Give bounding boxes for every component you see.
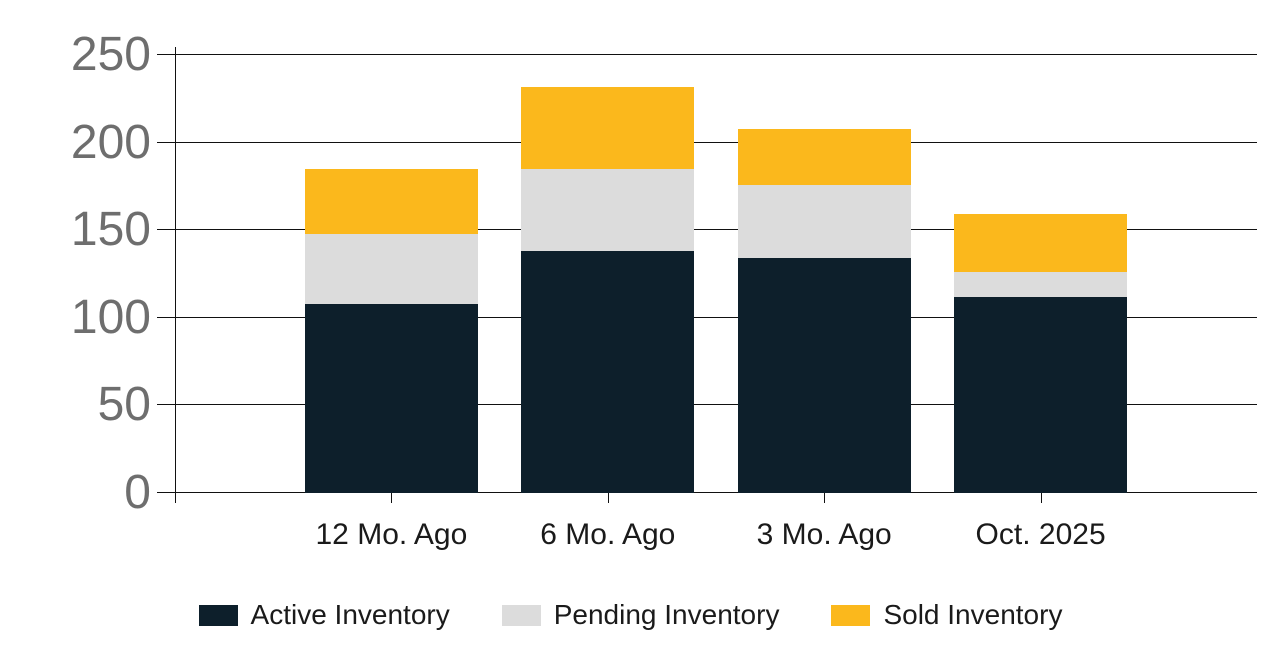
y-tick [157,229,175,231]
bar-segment-sold-inventory [737,128,911,185]
y-tick [157,54,175,55]
gridline [175,229,1257,231]
bar-segment-sold-inventory [521,86,695,169]
y-axis-label: 0 [124,466,151,519]
gridline [175,404,1257,406]
legend-label: Active Inventory [250,599,450,631]
y-axis-label: 150 [70,203,151,257]
x-axis-label: 6 Mo. Ago [540,518,676,551]
legend-label: Sold Inventory [883,599,1063,631]
y-tick [157,141,175,143]
x-tick [607,493,609,503]
bar-segment-sold-inventory [304,168,478,234]
bar-segment-active-inventory [954,296,1128,493]
plot-area: 0 50 100 150 200 250 [71,31,1257,517]
legend-item-active-inventory: Active Inventory [198,598,450,632]
x-tick [1040,493,1042,503]
y-axis-label: 250 [70,28,151,81]
gridline [175,316,1257,318]
bar-6-mo-ago [521,86,695,493]
bar-oct-2025 [954,214,1128,493]
gridline [175,141,1257,143]
y-tick [157,492,175,493]
bar-segment-active-inventory [737,258,911,493]
legend-swatch-pending-inventory [501,604,541,626]
bar-segment-sold-inventory [954,214,1128,273]
x-axis-label: 12 Mo. Ago [315,518,468,551]
bar-3-mo-ago [737,128,911,493]
x-axis-label: 3 Mo. Ago [756,518,892,551]
legend-label: Pending Inventory [553,599,780,631]
x-axis-label: Oct. 2025 [975,518,1106,551]
bar-segment-pending-inventory [521,168,695,252]
bar-segment-active-inventory [521,251,695,493]
bar-segment-pending-inventory [304,233,478,304]
x-axis-labels: 12 Mo. Ago 6 Mo. Ago 3 Mo. Ago Oct. 2025 [175,517,1257,559]
bar-segment-active-inventory [304,303,478,493]
legend-item-pending-inventory: Pending Inventory [501,598,780,632]
x-tick [391,493,393,503]
x-tick [824,493,826,503]
legend-swatch-sold-inventory [831,604,871,626]
y-axis-label: 100 [70,290,151,344]
legend-swatch-active-inventory [198,604,238,626]
y-axis-line [175,47,176,503]
y-axis-label: 50 [97,378,151,432]
bar-segment-pending-inventory [737,184,911,259]
gridline [175,492,1257,493]
legend: Active Inventory Pending Inventory Sold In… [0,597,1261,633]
gridline [175,54,1257,55]
y-axis-label: 200 [70,115,151,169]
legend-item-sold-inventory: Sold Inventory [831,598,1062,632]
y-tick [157,404,175,406]
bar-12-mo-ago [304,168,478,493]
y-tick [157,316,175,318]
bar-segment-pending-inventory [954,272,1128,297]
